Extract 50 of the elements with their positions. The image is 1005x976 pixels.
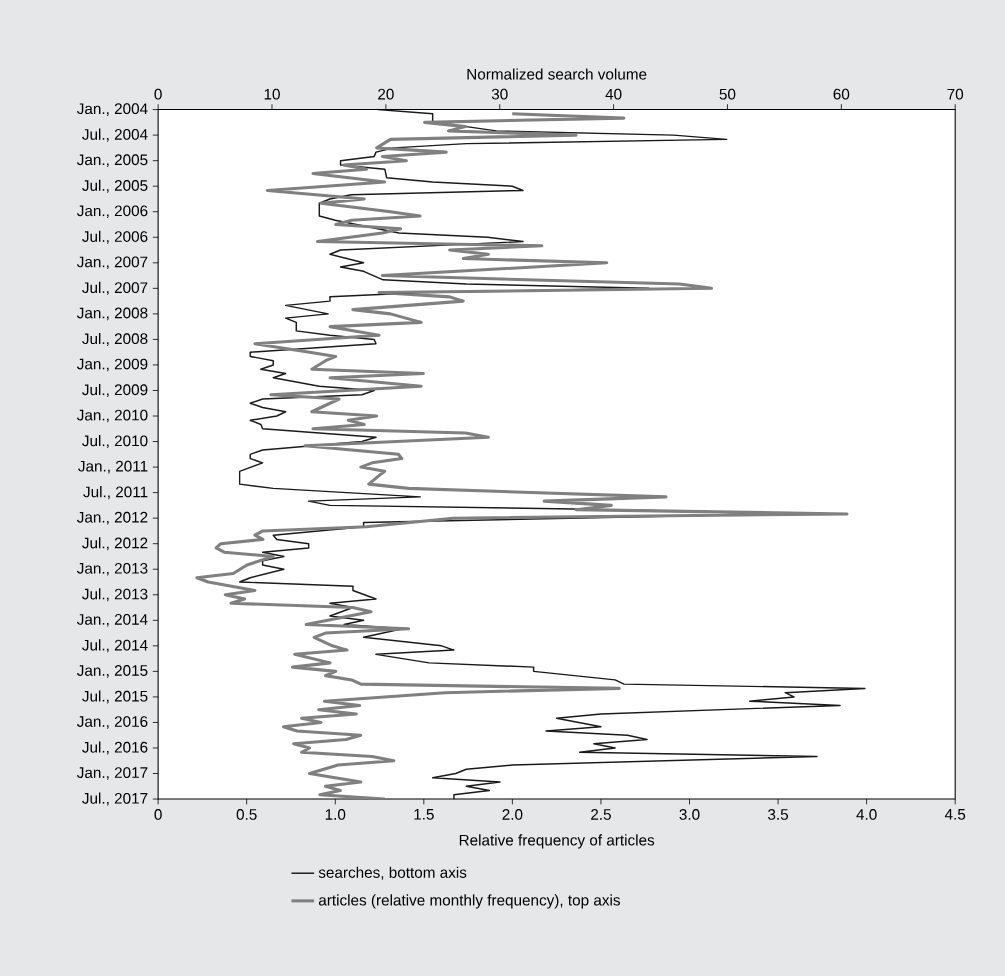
y-tick-label: Jul., 2004 [82,128,148,142]
y-tick-label: Jul., 2007 [82,281,148,295]
x-tick-label: 3.0 [679,808,700,820]
x-tick-label: 0 [154,808,162,820]
x-tick-label: 1.0 [325,808,346,820]
y-tick-label: Jan., 2015 [76,664,148,678]
y-tick-label: Jan., 2012 [76,511,148,525]
x2-tick-label: 0 [154,88,162,100]
y-tick-label: Jan., 2009 [76,358,148,372]
x2-tick-label: 60 [833,88,850,100]
y-tick-label: Jan., 2011 [78,460,148,474]
x2-tick-label: 40 [605,88,622,100]
y-tick-label: Jan., 2007 [76,256,148,269]
y-tick-label: Jul., 2017 [82,792,148,806]
x2-tick-label: 50 [719,88,736,100]
x-tick-label: 0.5 [236,808,257,820]
x2-tick-label: 70 [947,88,964,100]
x-axis-title: Relative frequency of articles [459,834,655,849]
y-tick-label: Jan., 2016 [76,715,148,729]
y-tick-label: Jul., 2008 [82,332,148,346]
y-tick-label: Jan., 2017 [76,767,148,780]
y-tick-label: Jul., 2015 [82,690,148,704]
y-tick-label: Jul., 2014 [82,639,148,653]
y-tick-label: Jul., 2012 [82,537,148,551]
y-tick-label: Jul., 2011 [83,485,148,499]
x-tick-label: 2.5 [591,808,611,820]
y-tick-label: Jul., 2009 [82,383,148,397]
y-tick-label: Jul., 2010 [82,434,148,448]
legend-label: articles (relative monthly frequency), top axis [318,894,620,909]
x-tick-label: 1.5 [414,808,434,820]
y-tick-label: Jan., 2010 [76,409,148,423]
x-tick-label: 4.5 [944,808,966,820]
y-tick-label: Jan., 2004 [76,103,148,116]
y-tick-label: Jan., 2006 [76,205,148,218]
x-tick-label: 3.5 [768,808,789,820]
x2-axis-title: Normalized search volume [467,68,647,80]
legend-label: searches, bottom axis [318,866,467,880]
x-tick-label: 4.0 [856,808,877,820]
x2-tick-label: 20 [378,88,394,100]
y-tick-label: Jul., 2005 [82,179,148,193]
y-tick-label: Jul., 2006 [82,230,148,244]
y-tick-label: Jan., 2008 [76,307,148,320]
x2-tick-label: 30 [491,88,508,100]
x2-tick-label: 10 [264,88,280,100]
y-tick-label: Jul., 2013 [82,588,148,602]
y-tick-label: Jan., 2014 [76,613,148,627]
x-tick-label: 2.0 [502,808,523,820]
y-tick-label: Jul., 2016 [82,741,148,755]
y-tick-label: Jan., 2013 [76,562,148,576]
y-tick-label: Jan., 2005 [76,154,148,167]
